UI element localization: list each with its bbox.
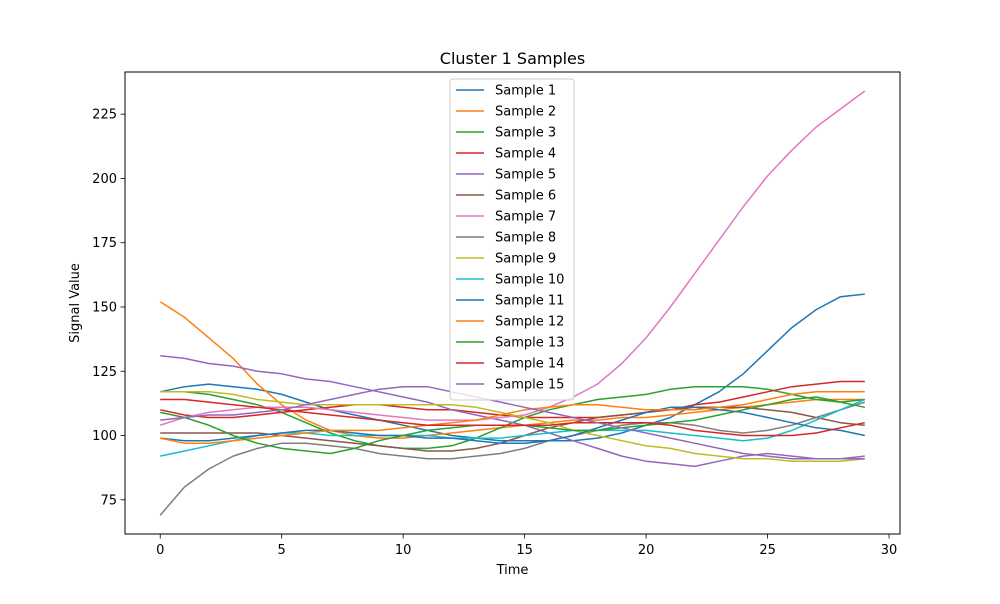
legend-label-14: Sample 14 — [495, 357, 564, 372]
y-tick-label: 125 — [92, 365, 117, 380]
legend-box — [449, 78, 575, 401]
legend-label-12: Sample 12 — [495, 315, 564, 330]
series-line-14 — [160, 398, 865, 437]
series-line-12 — [160, 391, 865, 444]
series-line-7 — [159, 90, 866, 426]
legend-label-8: Sample 8 — [495, 231, 556, 246]
series-line-11 — [160, 406, 865, 444]
x-tick-label: 0 — [156, 543, 164, 558]
series-line-8 — [159, 401, 866, 516]
legend-label-6: Sample 6 — [495, 189, 556, 204]
legend-label-2: Sample 2 — [495, 105, 556, 120]
series-line-1 — [160, 293, 865, 442]
legend: Sample 1 Sample 2 Sample 3 Sample 4 Sample 5… — [449, 78, 575, 401]
x-tick-label: 25 — [759, 543, 776, 558]
x-axis-label: Time — [496, 563, 529, 578]
x-tick-label: 30 — [881, 543, 898, 558]
x-tick-label: 10 — [395, 543, 412, 558]
x-tick-label: 5 — [278, 543, 286, 558]
x-axis: 0 5 10 15 20 25 30 — [156, 534, 897, 558]
y-tick-label: 200 — [92, 172, 117, 187]
plot-frame — [124, 71, 901, 535]
series-line-5 — [160, 355, 865, 468]
series-line-9 — [160, 391, 865, 462]
y-tick-label: 175 — [92, 236, 117, 251]
y-tick-label: 225 — [92, 108, 117, 123]
x-tick-label: 15 — [516, 543, 533, 558]
y-axis-label: Signal Value — [68, 263, 83, 343]
legend-label-1: Sample 1 — [495, 84, 556, 99]
x-tick-label: 20 — [638, 543, 655, 558]
legend-label-13: Sample 13 — [495, 336, 564, 351]
legend-label-10: Sample 10 — [495, 273, 564, 288]
legend-label-7: Sample 7 — [495, 210, 556, 225]
y-axis: 75 100 125 150 175 200 225 — [92, 108, 125, 508]
series-line-15 — [160, 385, 865, 460]
legend-label-3: Sample 3 — [495, 126, 556, 141]
y-tick-label: 100 — [92, 429, 117, 444]
chart-title: Cluster 1 Samples — [440, 49, 585, 68]
legend-label-15: Sample 15 — [495, 378, 564, 393]
legend-label-4: Sample 4 — [495, 147, 556, 162]
series-line-6 — [160, 406, 865, 452]
y-tick-label: 150 — [92, 300, 117, 315]
plot-lines — [159, 90, 866, 516]
legend-label-5: Sample 5 — [495, 168, 556, 183]
legend-label-11: Sample 11 — [495, 294, 564, 309]
legend-label-9: Sample 9 — [495, 252, 556, 267]
y-tick-label: 75 — [100, 493, 117, 508]
